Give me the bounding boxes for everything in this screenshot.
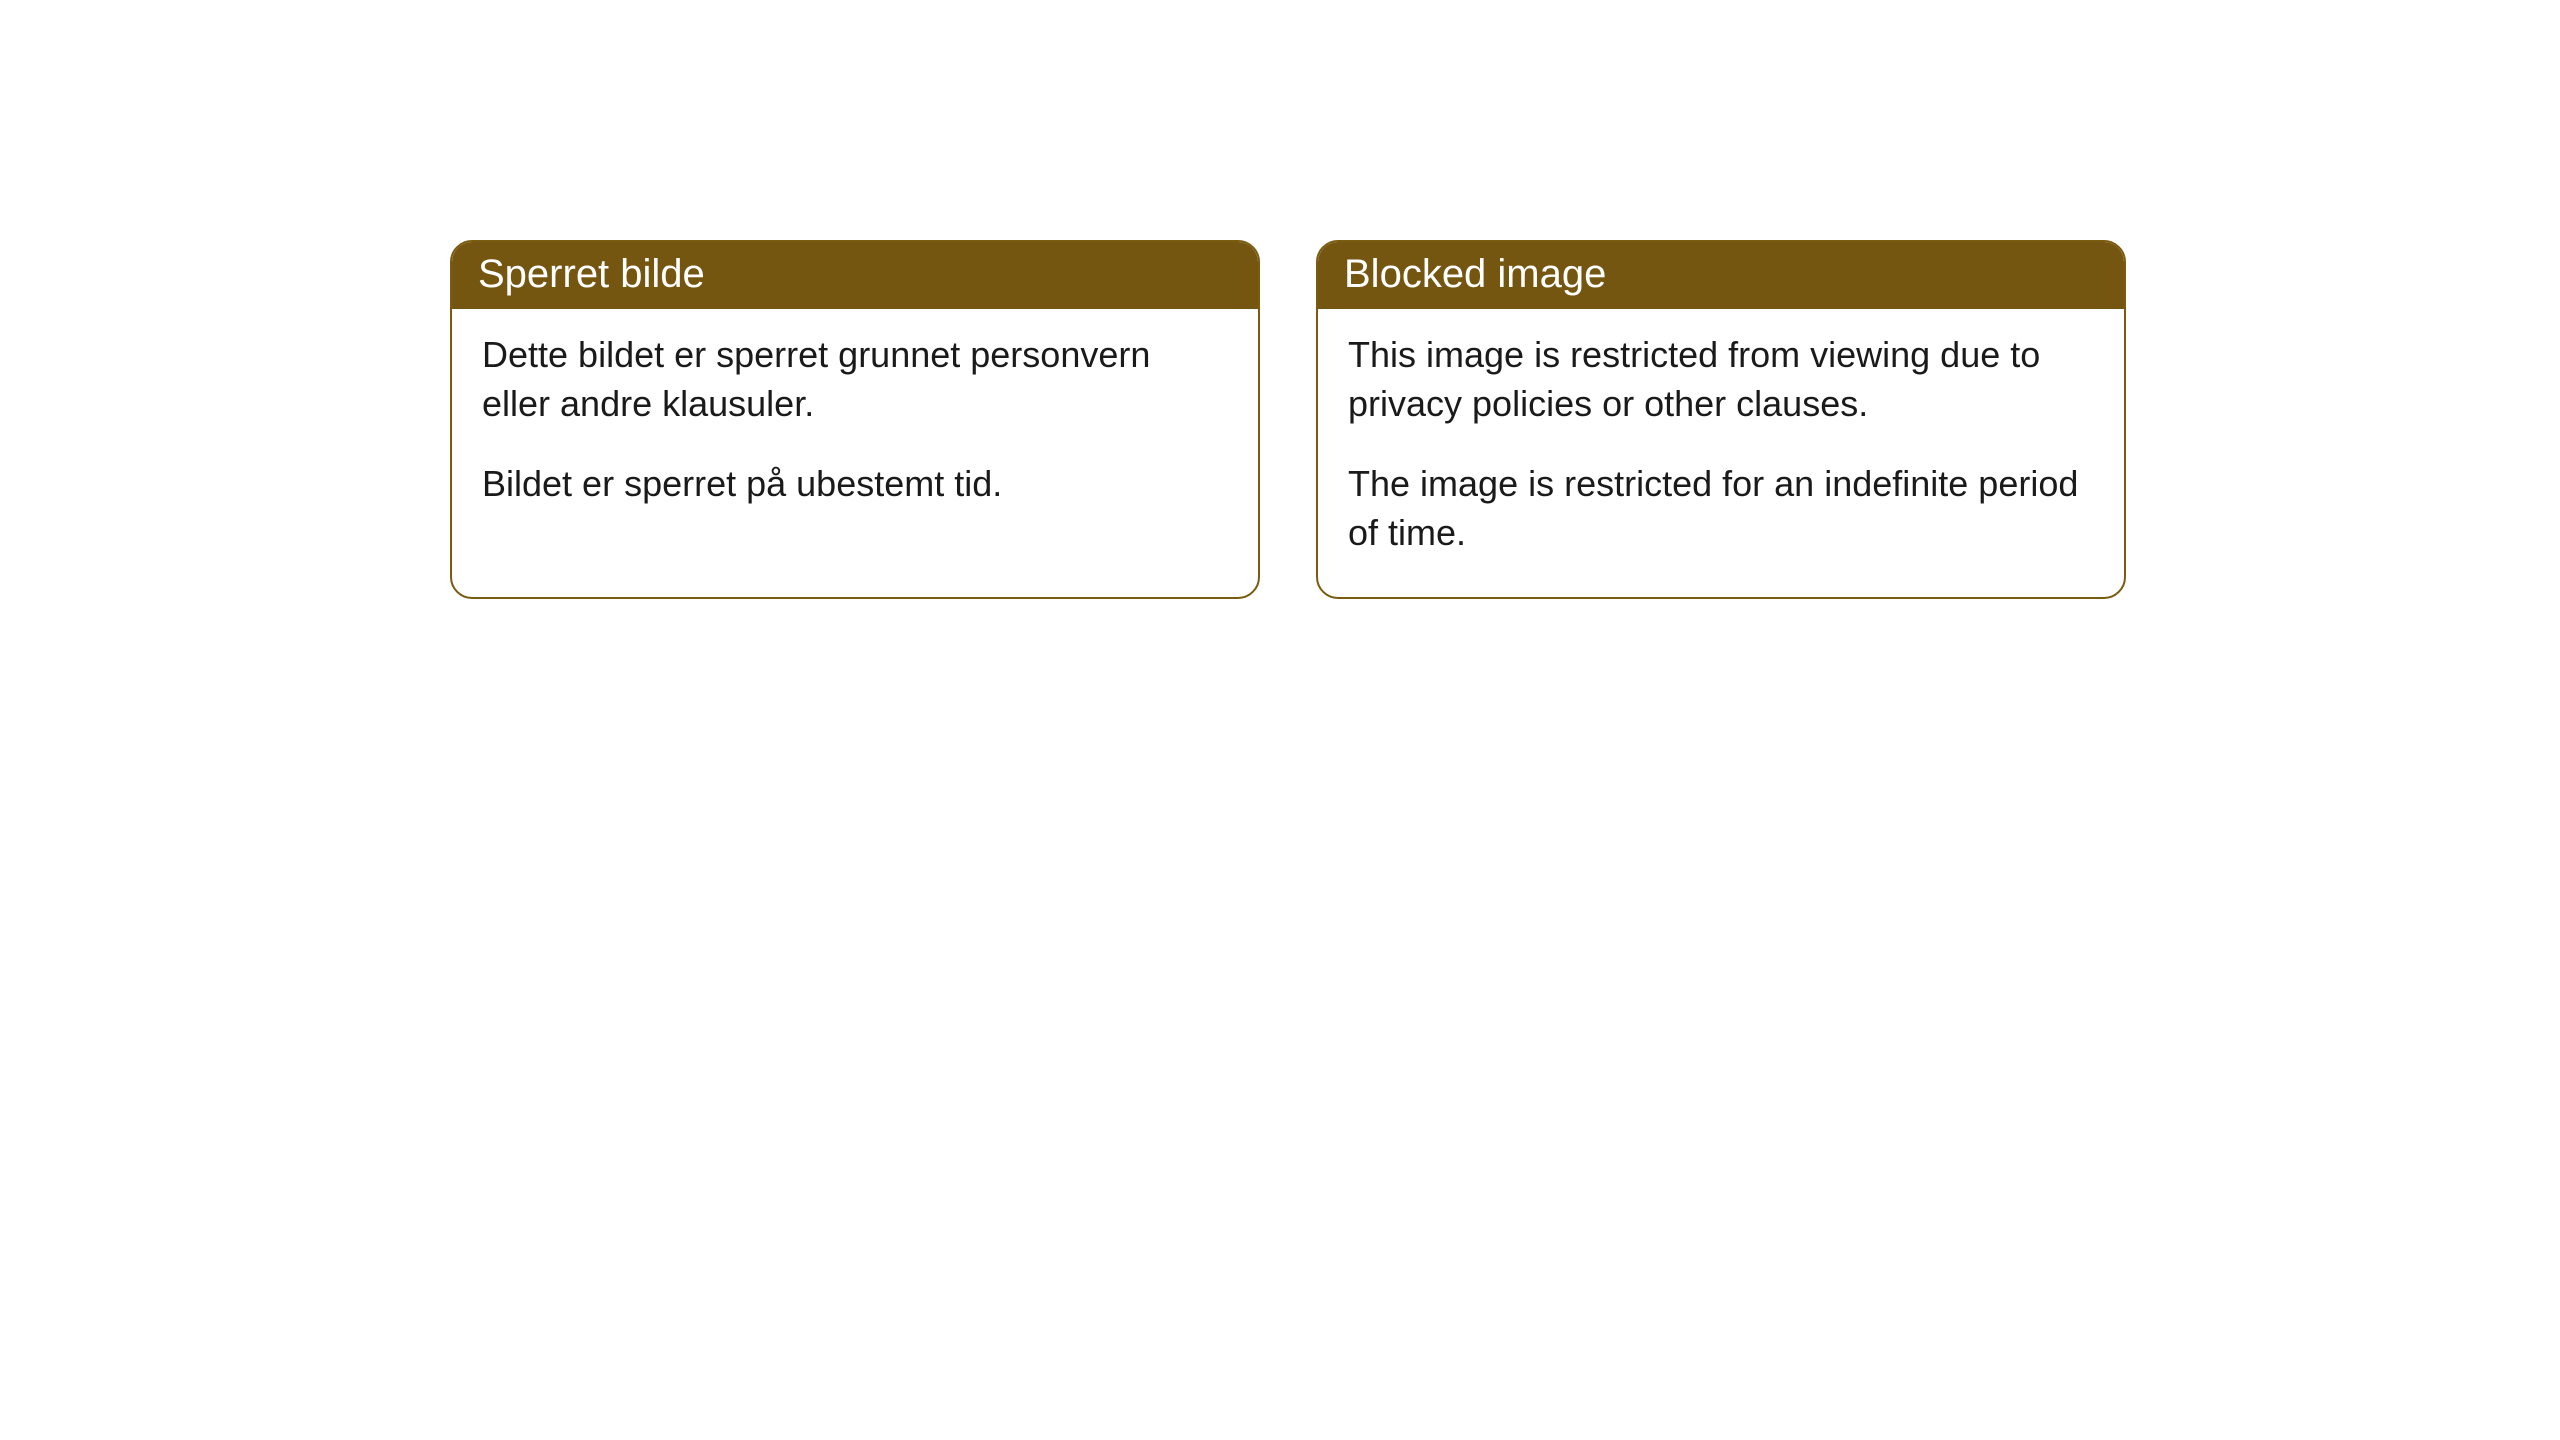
notice-body-norwegian: Dette bildet er sperret grunnet personve… (452, 309, 1258, 549)
notice-container: Sperret bilde Dette bildet er sperret gr… (0, 0, 2560, 599)
notice-card-english: Blocked image This image is restricted f… (1316, 240, 2126, 599)
notice-paragraph: The image is restricted for an indefinit… (1348, 460, 2094, 557)
notice-paragraph: This image is restricted from viewing du… (1348, 331, 2094, 428)
notice-title-norwegian: Sperret bilde (452, 242, 1258, 309)
notice-paragraph: Bildet er sperret på ubestemt tid. (482, 460, 1228, 509)
notice-body-english: This image is restricted from viewing du… (1318, 309, 2124, 597)
notice-paragraph: Dette bildet er sperret grunnet personve… (482, 331, 1228, 428)
notice-card-norwegian: Sperret bilde Dette bildet er sperret gr… (450, 240, 1260, 599)
notice-title-english: Blocked image (1318, 242, 2124, 309)
